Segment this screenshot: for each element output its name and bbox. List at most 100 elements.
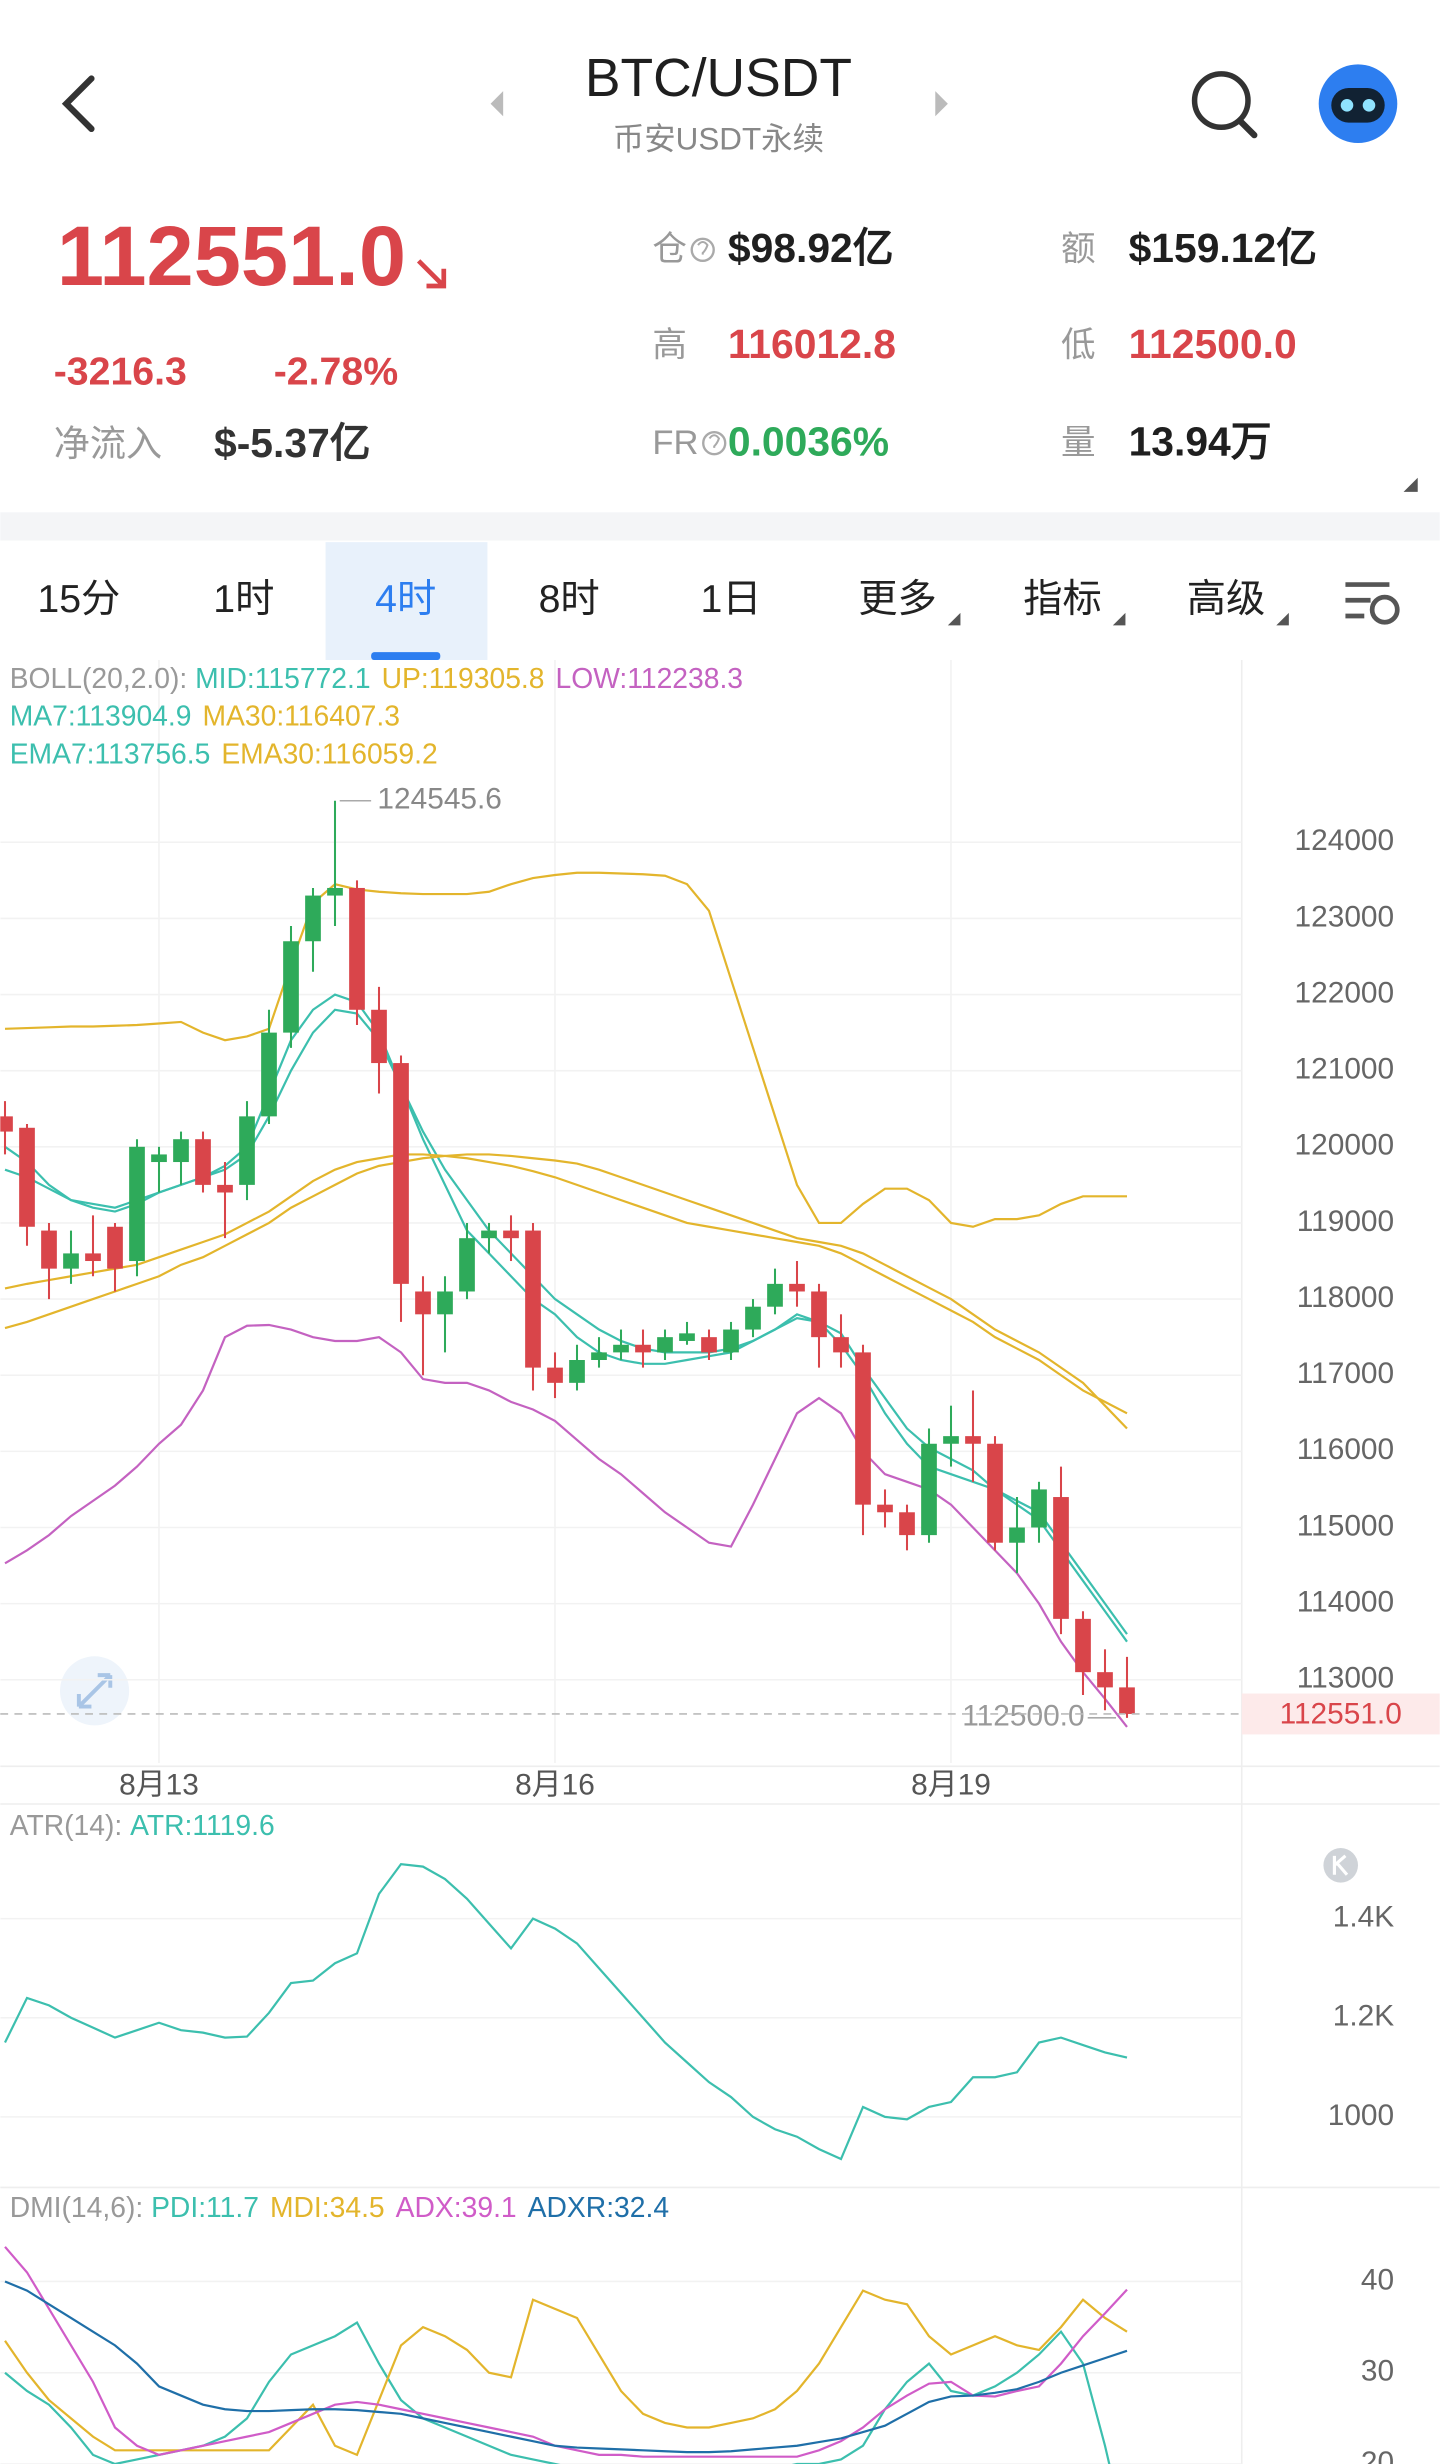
search-button[interactable] <box>1191 71 1258 139</box>
candle-body <box>107 1226 123 1269</box>
prev-symbol[interactable] <box>490 91 504 117</box>
tab-menu-caret <box>947 612 961 626</box>
indicator-line <box>4 2289 1128 2457</box>
stat-label: FR <box>652 424 698 462</box>
candle-body <box>85 1253 101 1262</box>
interval-tab[interactable]: 15分 <box>37 577 120 621</box>
candle-body <box>371 1009 387 1064</box>
indicator-value: PDI:11.7 <box>151 2191 259 2223</box>
y-tick-label: 114000 <box>1297 1586 1394 1619</box>
candle-body <box>239 1116 255 1185</box>
indicator-value: MA30:116407.3 <box>202 700 399 732</box>
candle-body <box>173 1139 189 1163</box>
active-tab-indicator <box>371 652 441 660</box>
net-inflow-label: 净流入 <box>54 423 162 464</box>
fullscreen-button[interactable] <box>60 1656 130 1726</box>
candle-body <box>855 1352 871 1505</box>
plot-area <box>0 2246 1242 2464</box>
avatar[interactable] <box>1318 64 1398 143</box>
indicator-name: DMI(14,6): <box>10 2191 144 2223</box>
candle-body <box>635 1344 651 1353</box>
candle-body <box>613 1344 629 1353</box>
chart-panel: 20 30 40 DMI(14,6): PDI:11.7 MDI:34.5 ADX:39.1… <box>0 2191 1394 2464</box>
price-change: -3216.3 <box>54 349 187 393</box>
interval-tab[interactable]: 高级 <box>1187 577 1266 621</box>
interval-tab[interactable]: 8时 <box>539 577 600 621</box>
interval-tab[interactable]: 1日 <box>700 577 761 621</box>
x-tick-label: 8月16 <box>515 1769 595 1802</box>
plots: 113000 114000 115000 116000 117000 118000 1190… <box>0 660 1440 2464</box>
interval-tab[interactable]: 指标 <box>1023 577 1102 621</box>
candle-body <box>129 1146 145 1262</box>
indicator-value: ADX:39.1 <box>396 2191 517 2223</box>
chart-settings[interactable] <box>1345 582 1400 625</box>
indicator-line <box>4 2280 1128 2454</box>
last-price: 112551.0 <box>57 208 406 303</box>
stat-value: 116012.8 <box>728 321 896 367</box>
candle-body <box>415 1291 431 1315</box>
candle-body <box>437 1291 453 1315</box>
y-tick-label: 121000 <box>1295 1053 1395 1086</box>
y-tick-label: 123000 <box>1295 900 1395 933</box>
y-tick-label: 1.4K <box>1333 1901 1394 1934</box>
candle-body <box>283 941 299 1033</box>
candle-body <box>723 1329 739 1353</box>
y-tick-label: 124000 <box>1295 824 1395 857</box>
plot-area <box>0 660 1242 1764</box>
candle-body <box>899 1512 915 1536</box>
indicator-value: MDI:34.5 <box>270 2191 385 2223</box>
candle-body <box>1097 1672 1113 1688</box>
candle-body <box>987 1443 1003 1543</box>
symbol-subtitle: 币安USDT永续 <box>613 122 824 157</box>
interval-tab[interactable]: 1时 <box>213 577 274 621</box>
price-change-pct: -2.78% <box>274 349 398 393</box>
candle-body <box>657 1337 673 1353</box>
help-icon[interactable] <box>702 430 727 456</box>
interval-tab[interactable]: 更多 <box>858 577 937 621</box>
candle-body <box>41 1230 57 1269</box>
candle-body <box>965 1436 981 1444</box>
indicator-value: ATR:1119.6 <box>130 1809 275 1841</box>
symbol-title[interactable]: BTC/USDT <box>585 49 852 108</box>
candle-body <box>811 1291 827 1338</box>
candle-body <box>19 1127 35 1227</box>
x-tick-label: 8月19 <box>911 1769 991 1802</box>
candle-body <box>1075 1618 1091 1673</box>
indicator-value: MA7:113904.9 <box>10 700 192 732</box>
expand-corner[interactable] <box>1403 477 1418 492</box>
candle-body <box>1053 1497 1069 1619</box>
candle-body <box>349 887 365 1010</box>
indicator-line <box>4 1008 1128 1635</box>
chart-panel: 1000 1.2K 1.4K ATR(14): ATR:1119.6 <box>0 1809 1394 2161</box>
indicator-value: ADXR:32.4 <box>528 2191 669 2223</box>
y-tick-label: 40 <box>1361 2263 1394 2296</box>
indicator-value: MID:115772.1 <box>195 662 370 694</box>
indicator-line <box>4 1862 1128 2161</box>
candle-body <box>393 1063 409 1284</box>
candle-body <box>569 1359 585 1383</box>
candle-body <box>305 895 321 942</box>
tab-menu-caret <box>1276 612 1289 626</box>
indicator-line <box>4 1153 1128 1415</box>
candle-body <box>481 1230 497 1239</box>
next-symbol[interactable] <box>935 91 948 117</box>
candle-body <box>217 1184 233 1193</box>
indicator-value: LOW:112238.3 <box>556 662 744 694</box>
stat-value: 0.0036% <box>728 419 889 465</box>
y-tick-label: 1000 <box>1328 2099 1394 2132</box>
stat-label: 仓 <box>652 231 687 269</box>
help-icon-mark <box>697 240 709 255</box>
candle-body <box>789 1283 805 1292</box>
help-icon[interactable] <box>690 237 715 263</box>
y-tick-label: 122000 <box>1295 976 1395 1009</box>
candle-body <box>1031 1489 1047 1528</box>
interval-tab[interactable]: 4时 <box>375 577 436 621</box>
y-tick-label: 115000 <box>1297 1509 1394 1542</box>
back-button[interactable] <box>61 75 95 132</box>
candle-body <box>0 1116 13 1132</box>
stat-label: 额 <box>1061 231 1096 269</box>
indicator-toggle[interactable] <box>1323 1848 1358 1883</box>
